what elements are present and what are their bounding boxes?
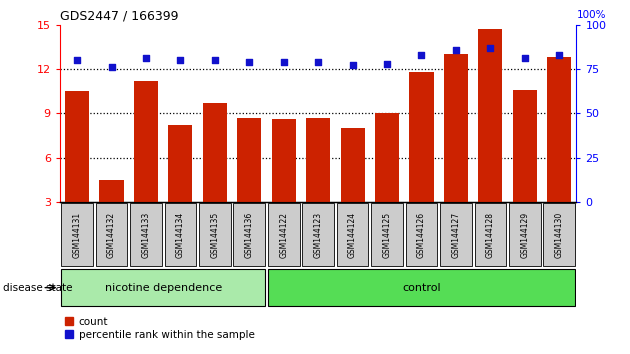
Bar <box>268 203 299 266</box>
Bar <box>164 203 196 266</box>
Bar <box>406 203 437 266</box>
Bar <box>100 180 123 202</box>
Bar <box>234 203 265 266</box>
Bar <box>444 54 468 202</box>
Point <box>554 52 564 58</box>
Bar <box>341 128 365 202</box>
Bar <box>272 119 295 202</box>
Point <box>106 64 117 70</box>
Bar <box>199 203 231 266</box>
Point <box>244 59 255 65</box>
Point <box>348 63 358 68</box>
Bar <box>478 29 502 202</box>
Point <box>313 59 323 65</box>
Text: nicotine dependence: nicotine dependence <box>105 282 222 293</box>
Point <box>175 57 185 63</box>
Text: GSM144133: GSM144133 <box>142 211 151 258</box>
Point <box>485 45 495 51</box>
Bar <box>203 103 227 202</box>
Bar <box>375 113 399 202</box>
Text: GSM144134: GSM144134 <box>176 211 185 258</box>
Bar <box>96 203 127 266</box>
Bar <box>509 203 541 266</box>
Bar <box>134 81 158 202</box>
Text: disease state: disease state <box>3 282 72 293</box>
Bar <box>238 118 261 202</box>
Point <box>278 59 289 65</box>
Point <box>416 52 427 58</box>
Point <box>72 57 82 63</box>
Text: GSM144130: GSM144130 <box>555 211 564 258</box>
Text: GSM144124: GSM144124 <box>348 211 357 258</box>
Text: GSM144131: GSM144131 <box>72 211 81 258</box>
Text: GSM144122: GSM144122 <box>279 212 288 257</box>
Text: GSM144132: GSM144132 <box>107 211 116 258</box>
Point <box>520 56 530 61</box>
Legend: count, percentile rank within the sample: count, percentile rank within the sample <box>65 317 255 340</box>
Bar <box>337 203 369 266</box>
Text: GSM144129: GSM144129 <box>520 211 529 258</box>
Text: GSM144136: GSM144136 <box>245 211 254 258</box>
Point <box>141 56 151 61</box>
Text: GDS2447 / 166399: GDS2447 / 166399 <box>60 9 178 22</box>
Bar <box>268 269 575 306</box>
Bar <box>544 203 575 266</box>
Text: GSM144123: GSM144123 <box>314 211 323 258</box>
Text: GSM144135: GSM144135 <box>210 211 219 258</box>
Text: GSM144127: GSM144127 <box>452 211 461 258</box>
Bar <box>474 203 506 266</box>
Bar <box>61 203 93 266</box>
Text: GSM144126: GSM144126 <box>417 211 426 258</box>
Bar <box>513 90 537 202</box>
Bar <box>168 125 192 202</box>
Point <box>210 57 220 63</box>
Bar <box>410 72 433 202</box>
Text: GSM144125: GSM144125 <box>382 211 391 258</box>
Bar <box>306 118 330 202</box>
Text: 100%: 100% <box>576 10 606 21</box>
Bar <box>440 203 472 266</box>
Bar <box>130 203 162 266</box>
Bar <box>371 203 403 266</box>
Bar <box>547 57 571 202</box>
Text: GSM144128: GSM144128 <box>486 212 495 257</box>
Bar <box>65 91 89 202</box>
Point <box>451 47 461 52</box>
Bar <box>302 203 334 266</box>
Bar <box>61 269 265 306</box>
Point <box>382 61 392 67</box>
Text: control: control <box>402 282 441 293</box>
